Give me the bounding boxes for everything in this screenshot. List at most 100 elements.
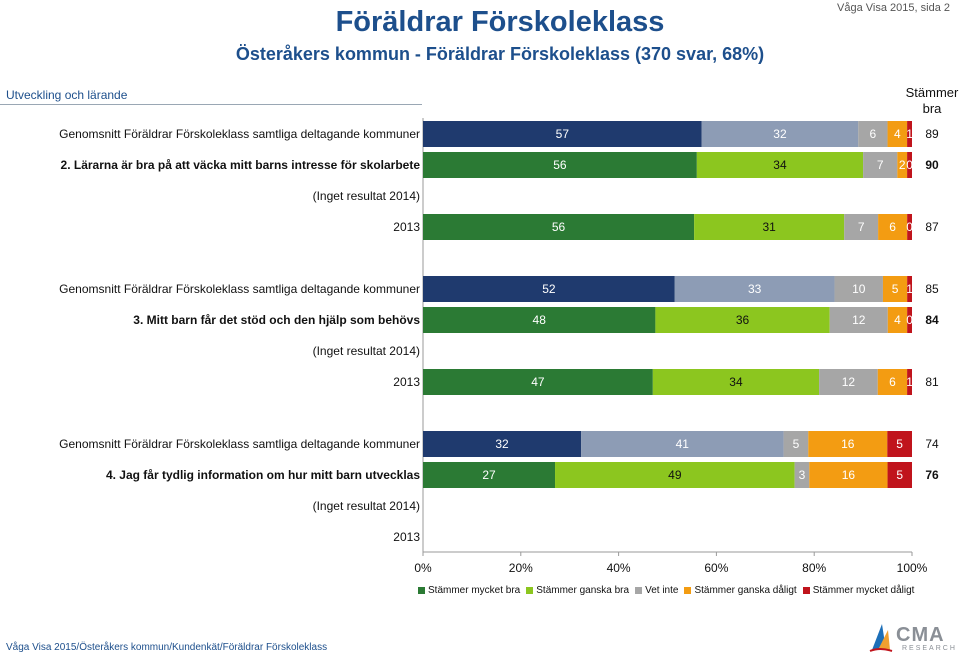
bar-value-label: 1 — [906, 282, 913, 296]
bar-value-label: 5 — [793, 437, 800, 451]
bar-segment — [555, 462, 795, 488]
bar-segment — [652, 369, 820, 395]
bar-segment — [423, 369, 653, 395]
stacked-bar-chart: 0% 20% 40% 60% 80% 100% Genomsnitt Föräldrar F… — [59, 118, 939, 575]
bar-segment — [907, 369, 912, 395]
score-value: 76 — [925, 468, 939, 482]
bar-value-label: 41 — [676, 437, 690, 451]
score-value: 87 — [925, 220, 939, 234]
bar-value-label: 7 — [877, 158, 884, 172]
score-value: 84 — [925, 313, 939, 327]
row-label: 3. Mitt barn får det stöd och den hjälp … — [133, 313, 420, 327]
bar-value-label: 2 — [899, 158, 906, 172]
bar-value-label: 5 — [892, 282, 899, 296]
bar-value-label: 57 — [556, 127, 570, 141]
bar-segment — [423, 462, 556, 488]
bar-value-label: 34 — [773, 158, 787, 172]
bar-segment — [423, 152, 697, 178]
bar-value-label: 16 — [841, 437, 855, 451]
bar-segment — [882, 276, 908, 302]
bar-segment — [877, 369, 908, 395]
legend-swatch — [418, 587, 425, 594]
legend-swatch — [684, 587, 692, 594]
score-value: 74 — [925, 437, 939, 451]
row-label: (Inget resultat 2014) — [313, 344, 420, 358]
bar-value-label: 49 — [668, 468, 682, 482]
bar-segment — [423, 276, 675, 302]
score-column-header: Stämmer bra — [905, 85, 959, 116]
section-divider — [0, 87, 422, 105]
legend-item: Stämmer mycket bra — [418, 585, 520, 596]
legend-label: Vet inte — [645, 585, 679, 596]
bar-value-label: 52 — [542, 282, 556, 296]
row-label: 2013 — [393, 375, 420, 389]
x-tick-label: 80% — [802, 561, 826, 575]
bar-segment — [794, 462, 810, 488]
page-reference: Våga Visa 2015, sida 2 — [837, 2, 950, 14]
legend-item: Stämmer ganska bra — [526, 585, 629, 596]
bar-segment — [907, 214, 912, 240]
bar-value-label: 6 — [870, 127, 877, 141]
x-tick-label: 100% — [897, 561, 928, 575]
legend-item: Stämmer ganska dåligt — [684, 585, 797, 596]
bar-segment — [887, 307, 908, 333]
footer-text: Våga Visa 2015/Österåkers kommun/Kundenk… — [6, 642, 328, 653]
bar-value-label: 56 — [552, 220, 566, 234]
row-label: (Inget resultat 2014) — [313, 499, 420, 513]
bar-value-label: 56 — [553, 158, 567, 172]
bar-segment — [844, 214, 879, 240]
row-label: 2013 — [393, 220, 420, 234]
bar-segment — [907, 121, 912, 147]
legend-label: Stämmer mycket bra — [428, 585, 521, 596]
bar-segment — [858, 121, 888, 147]
bar-segment — [887, 431, 912, 457]
bar-segment — [423, 214, 695, 240]
legend-swatch — [526, 587, 534, 594]
bar-segment — [581, 431, 784, 457]
bar-value-label: 5 — [896, 437, 903, 451]
row-label: Genomsnitt Föräldrar Förskoleklass samtl… — [59, 282, 420, 296]
bar-value-label: 10 — [852, 282, 866, 296]
bar-value-label: 3 — [799, 468, 806, 482]
bar-value-label: 0 — [906, 313, 913, 327]
page-title: Föräldrar Förskoleklass — [335, 6, 665, 38]
bar-segment — [907, 307, 912, 333]
bar-value-label: 47 — [531, 375, 545, 389]
bar-value-label: 5 — [896, 468, 903, 482]
bar-segment — [809, 462, 888, 488]
page-subtitle: Österåkers kommun - Föräldrar Förskolekl… — [235, 44, 765, 64]
legend-item: Stämmer mycket dåligt — [802, 585, 915, 596]
bar-value-label: 1 — [906, 127, 913, 141]
legend-label: Stämmer ganska bra — [536, 585, 630, 596]
bar-segment — [423, 431, 582, 457]
bar-value-label: 48 — [533, 313, 547, 327]
bar-segment — [887, 121, 908, 147]
legend-item: Vet inte — [635, 585, 678, 596]
bar-segment — [783, 431, 809, 457]
bar-segment — [878, 214, 908, 240]
score-value: 85 — [925, 282, 939, 296]
bar-segment — [808, 431, 888, 457]
x-tick-label: 0% — [414, 561, 432, 575]
row-label: 2. Lärarna är bra på att väcka mitt barn… — [61, 158, 421, 172]
x-tick-label: 60% — [704, 561, 728, 575]
score-value: 81 — [925, 375, 939, 389]
bar-segment — [834, 276, 883, 302]
legend-swatch — [802, 587, 810, 594]
bar-segment — [897, 152, 908, 178]
bar-value-label: 34 — [729, 375, 743, 389]
cma-logo-icon — [869, 624, 893, 652]
bar-value-label: 6 — [889, 375, 896, 389]
row-label: 4. Jag får tydlig information om hur mit… — [106, 468, 420, 482]
bar-value-label: 16 — [842, 468, 856, 482]
bar-value-label: 4 — [894, 127, 901, 141]
bar-segment — [829, 307, 888, 333]
bar-value-label: 0 — [906, 158, 913, 172]
bar-value-label: 33 — [748, 282, 762, 296]
legend-swatch — [635, 587, 643, 594]
score-value: 89 — [925, 127, 939, 141]
legend-label: Stämmer ganska dåligt — [694, 585, 797, 596]
bar-value-label: 1 — [906, 375, 913, 389]
legend-label: Stämmer mycket dåligt — [812, 585, 915, 596]
bar-segment — [819, 369, 878, 395]
